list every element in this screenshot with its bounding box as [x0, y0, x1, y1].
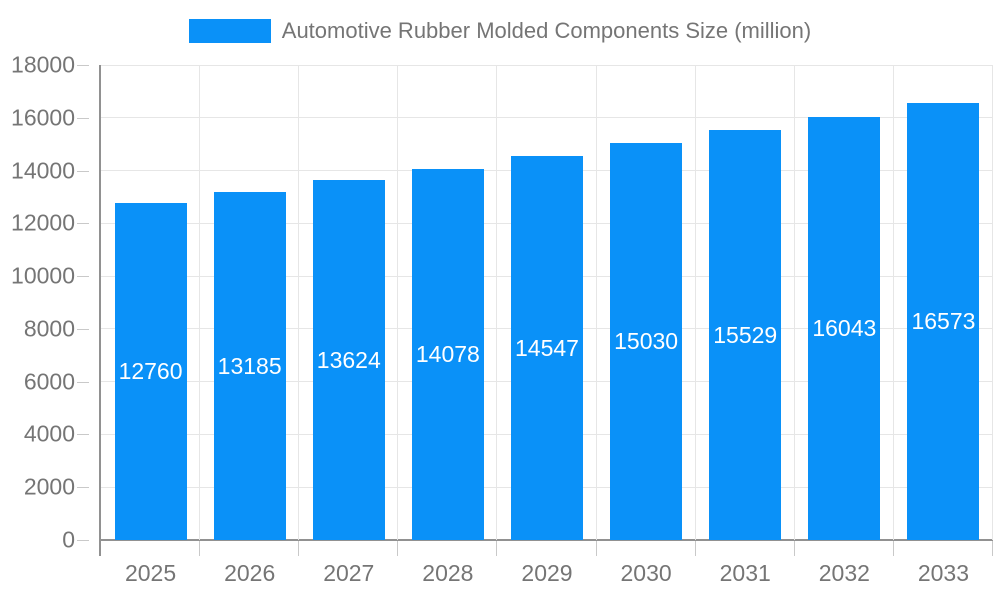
gridline-vertical: [694, 65, 696, 540]
y-axis-tick-label: 16000: [11, 104, 75, 131]
gridline-vertical: [496, 65, 498, 540]
bar: 15529: [709, 130, 782, 540]
gridline-horizontal: [101, 117, 993, 119]
y-axis-tick: [77, 117, 89, 119]
y-axis-line: [99, 65, 101, 556]
bar: 13185: [213, 192, 286, 540]
bar-value-label: 14078: [415, 340, 480, 367]
gridline-vertical: [298, 65, 300, 540]
y-axis-tick: [77, 276, 89, 278]
bar-value-label: 16043: [812, 314, 877, 341]
y-axis-tick: [77, 170, 89, 172]
y-axis-tick-label: 6000: [23, 368, 75, 395]
y-axis-tick-label: 18000: [11, 51, 75, 78]
y-axis-tick-label: 0: [62, 526, 75, 553]
x-axis-tick-label: 2029: [521, 560, 573, 586]
x-axis-tick-label: 2028: [422, 560, 474, 586]
x-axis-tick-label: 2025: [124, 560, 177, 586]
gridline-horizontal: [101, 64, 993, 66]
x-axis-tick: [595, 541, 597, 556]
bar-value-label: 15529: [713, 321, 778, 348]
x-axis-tick-label: 2026: [224, 560, 276, 586]
bar: 14547: [511, 156, 583, 540]
bar: 12760: [114, 203, 187, 540]
x-axis-tick: [892, 541, 894, 556]
x-axis-line: [99, 539, 993, 541]
bar: 13624: [312, 180, 385, 540]
y-axis-tick-label: 12000: [11, 209, 75, 236]
gridline-vertical: [992, 65, 993, 540]
chart-legend: Automotive Rubber Molded Components Size…: [0, 18, 1000, 43]
bar: 14078: [411, 168, 484, 540]
bar-value-label: 15030: [614, 328, 679, 355]
x-axis-tick-label: 2031: [719, 560, 771, 586]
y-axis-tick-label: 4000: [23, 420, 75, 447]
y-axis-tick: [77, 540, 89, 541]
y-axis-tick-label: 10000: [11, 262, 75, 289]
y-axis-tick-label: 8000: [23, 315, 75, 342]
y-axis-tick: [77, 65, 89, 66]
x-axis-tick: [694, 541, 696, 556]
x-axis-tick-label: 2030: [620, 560, 672, 586]
legend-label: Automotive Rubber Molded Components Size…: [281, 18, 812, 43]
bar: 16043: [808, 116, 881, 540]
gridline-vertical: [595, 65, 597, 540]
x-axis-tick: [397, 541, 399, 556]
y-axis-tick: [77, 223, 89, 225]
bar: 15030: [610, 143, 683, 540]
y-axis-tick: [77, 487, 89, 489]
legend-swatch: [188, 19, 271, 43]
bar-value-label: 14547: [515, 334, 579, 361]
x-axis-tick: [793, 541, 795, 556]
x-axis-tick: [298, 541, 300, 556]
gridline-vertical: [397, 65, 399, 540]
y-axis-tick: [77, 381, 89, 383]
y-axis-tick-label: 14000: [11, 157, 75, 184]
gridline-vertical: [793, 65, 795, 540]
y-axis-tick: [77, 434, 89, 436]
bar: 16573: [907, 102, 980, 540]
x-axis-tick-label: 2027: [323, 560, 375, 586]
gridline-vertical: [892, 65, 894, 540]
bar-value-label: 13624: [316, 346, 381, 373]
x-axis-tick: [992, 541, 993, 556]
plot-area: 12760 13185 13624 14078 14547 15030 15529 16043…: [101, 64, 993, 540]
bar-value-label: 16573: [911, 307, 976, 334]
x-axis-tick-label: 2033: [917, 560, 970, 586]
bar-value-label: 12760: [118, 358, 183, 385]
y-axis-tick: [77, 328, 89, 330]
x-axis-tick: [199, 541, 201, 556]
x-axis-tick: [496, 541, 498, 556]
bar-value-label: 13185: [217, 352, 282, 379]
gridline-vertical: [199, 65, 201, 540]
x-axis-tick-label: 2032: [818, 560, 870, 586]
y-axis-tick-label: 2000: [23, 473, 75, 500]
